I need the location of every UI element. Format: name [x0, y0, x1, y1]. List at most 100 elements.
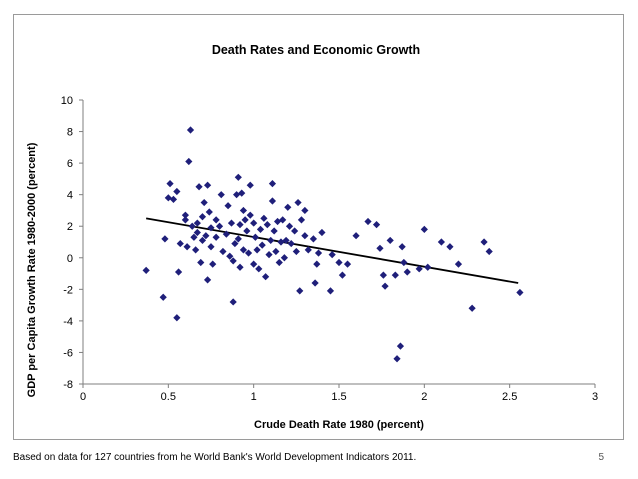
data-point	[192, 246, 200, 254]
data-point	[188, 222, 196, 230]
data-point	[173, 187, 181, 196]
data-point	[190, 233, 198, 241]
data-point	[239, 246, 248, 254]
data-point	[260, 214, 268, 222]
data-point	[282, 236, 290, 245]
data-point	[372, 221, 381, 229]
data-point	[263, 221, 271, 229]
y-tick-label: 6	[67, 158, 73, 170]
data-point	[159, 293, 167, 301]
y-tick-label: -4	[63, 316, 73, 328]
data-point	[203, 276, 212, 284]
data-point	[314, 249, 323, 257]
data-point	[468, 304, 476, 312]
data-point	[284, 203, 292, 211]
data-point	[279, 216, 287, 224]
data-point	[280, 254, 288, 262]
data-point	[246, 181, 254, 189]
data-point	[262, 273, 270, 281]
data-point	[328, 251, 336, 259]
data-point	[403, 268, 411, 276]
data-point	[391, 271, 399, 279]
data-point	[207, 243, 215, 251]
data-point	[398, 243, 406, 251]
chart-title: Death Rates and Economic Growth	[212, 43, 420, 57]
x-tick-label: 2	[421, 391, 427, 403]
data-point	[335, 258, 343, 267]
y-tick-label: 8	[67, 127, 73, 139]
data-point	[185, 157, 193, 166]
data-point	[287, 239, 295, 248]
data-point	[215, 222, 224, 230]
data-point	[234, 173, 242, 181]
data-point	[386, 236, 394, 245]
data-point	[219, 247, 227, 256]
x-tick-label: 1.5	[331, 391, 346, 403]
data-point	[326, 287, 335, 295]
data-point	[275, 258, 283, 267]
data-point	[166, 180, 174, 188]
data-point	[272, 247, 280, 256]
data-point	[212, 216, 220, 224]
data-point	[516, 288, 524, 297]
data-point	[203, 181, 212, 189]
data-point	[291, 227, 299, 235]
data-point	[229, 298, 237, 306]
data-point	[186, 126, 195, 134]
y-tick-label: 10	[61, 95, 73, 107]
data-point	[292, 247, 300, 256]
data-point	[296, 287, 304, 295]
data-point	[304, 246, 312, 254]
data-point	[222, 230, 230, 238]
y-axis-label: GDP per Capita Growth Rate 1980-2000 (pe…	[26, 142, 38, 397]
data-point	[267, 236, 275, 245]
data-point	[294, 198, 302, 207]
data-point	[400, 258, 408, 267]
y-tick-label: 2	[67, 221, 73, 233]
source-note: Based on data for 127 countries from he …	[13, 452, 417, 463]
data-point	[255, 265, 263, 273]
data-point	[243, 227, 251, 235]
data-point	[270, 227, 278, 235]
data-point	[364, 217, 372, 226]
data-point	[195, 183, 203, 191]
data-point	[193, 228, 201, 237]
data-point	[200, 198, 208, 207]
data-point	[256, 225, 265, 233]
data-point	[197, 258, 205, 267]
data-point	[268, 180, 277, 188]
data-point	[437, 238, 445, 246]
data-point	[376, 244, 384, 252]
data-point	[258, 241, 266, 249]
data-point	[241, 216, 249, 224]
y-tick-label: 0	[67, 253, 73, 265]
data-point	[454, 260, 463, 268]
data-point	[227, 219, 236, 227]
data-point	[174, 268, 183, 276]
data-point	[268, 197, 277, 205]
data-point	[251, 233, 259, 241]
data-point	[236, 263, 244, 271]
data-point	[198, 236, 207, 245]
data-point	[183, 243, 191, 251]
data-point	[338, 271, 347, 279]
data-point	[311, 279, 319, 287]
y-tick-label: -2	[63, 284, 73, 296]
data-point	[234, 235, 242, 243]
data-point	[193, 219, 201, 227]
data-point	[396, 342, 405, 350]
data-point	[381, 282, 389, 290]
data-point	[236, 221, 244, 229]
data-point	[343, 260, 352, 268]
page-number: 5	[598, 452, 604, 463]
data-point	[265, 251, 273, 259]
data-point	[480, 238, 488, 246]
data-point	[297, 216, 306, 224]
data-point	[301, 206, 309, 215]
data-point	[207, 224, 215, 232]
data-point	[313, 260, 321, 268]
x-tick-label: 0	[80, 391, 86, 403]
data-point	[224, 202, 232, 210]
y-tick-label: -6	[63, 347, 73, 359]
